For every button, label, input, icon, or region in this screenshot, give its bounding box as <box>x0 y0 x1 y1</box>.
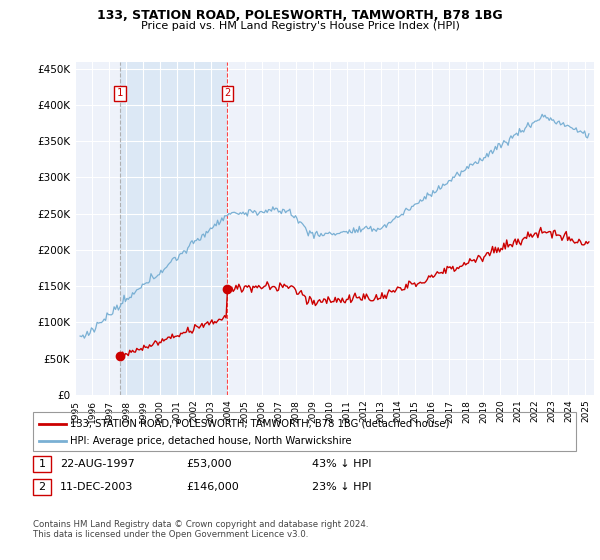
Text: HPI: Average price, detached house, North Warwickshire: HPI: Average price, detached house, Nort… <box>70 436 352 446</box>
Text: 2: 2 <box>224 88 230 98</box>
Text: 1: 1 <box>38 459 46 469</box>
Text: 2: 2 <box>38 482 46 492</box>
Bar <box>120 62 227 395</box>
Text: £53,000: £53,000 <box>186 459 232 469</box>
Text: £146,000: £146,000 <box>186 482 239 492</box>
Text: 133, STATION ROAD, POLESWORTH, TAMWORTH, B78 1BG (detached house): 133, STATION ROAD, POLESWORTH, TAMWORTH,… <box>70 419 449 429</box>
Text: 133, STATION ROAD, POLESWORTH, TAMWORTH, B78 1BG: 133, STATION ROAD, POLESWORTH, TAMWORTH,… <box>97 9 503 22</box>
Text: 11-DEC-2003: 11-DEC-2003 <box>60 482 133 492</box>
Text: 23% ↓ HPI: 23% ↓ HPI <box>312 482 371 492</box>
Text: 43% ↓ HPI: 43% ↓ HPI <box>312 459 371 469</box>
Text: 1: 1 <box>117 88 123 98</box>
Text: Contains HM Land Registry data © Crown copyright and database right 2024.
This d: Contains HM Land Registry data © Crown c… <box>33 520 368 539</box>
Text: Price paid vs. HM Land Registry's House Price Index (HPI): Price paid vs. HM Land Registry's House … <box>140 21 460 31</box>
Text: 22-AUG-1997: 22-AUG-1997 <box>60 459 135 469</box>
